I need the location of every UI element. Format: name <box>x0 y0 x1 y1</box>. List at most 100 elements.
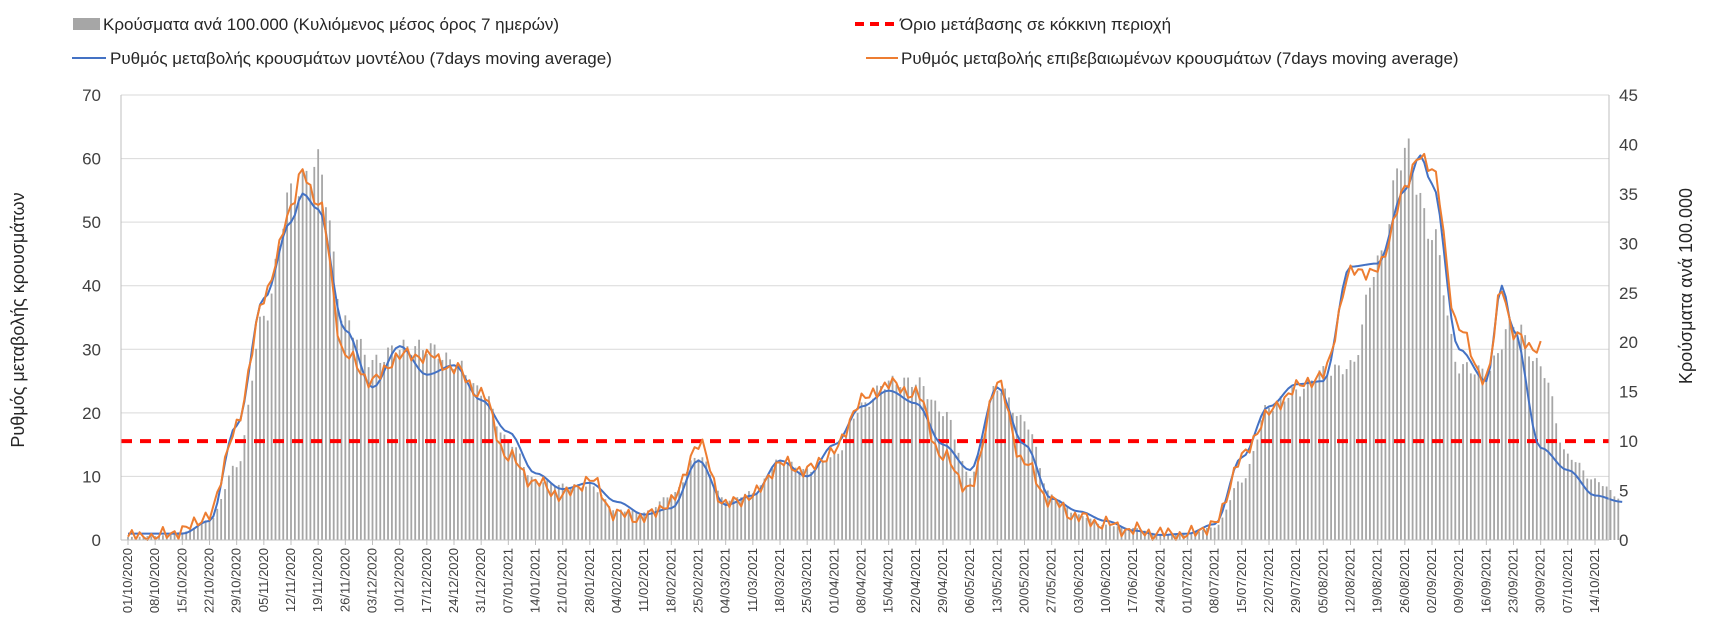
bar <box>1244 478 1247 540</box>
bar <box>1458 373 1461 540</box>
bar <box>216 508 219 540</box>
bar <box>1485 378 1488 540</box>
bar <box>336 298 339 540</box>
bar <box>231 465 234 540</box>
bar <box>554 486 556 540</box>
bar <box>495 426 498 540</box>
bar <box>569 487 572 540</box>
bar <box>282 228 285 540</box>
bar <box>713 484 715 540</box>
bar <box>1566 453 1569 540</box>
x-tick-label: 27/05/2021 <box>1044 548 1059 613</box>
bar <box>1508 317 1511 540</box>
bar <box>1469 373 1472 540</box>
bar <box>1105 524 1107 540</box>
bar <box>1077 514 1080 540</box>
bar <box>1252 451 1255 540</box>
bar <box>387 347 389 540</box>
bar <box>538 483 541 540</box>
bar <box>1011 412 1014 540</box>
bar-series <box>127 138 1620 541</box>
bar <box>1240 482 1243 540</box>
x-tick-label: 08/07/2021 <box>1207 548 1222 613</box>
bar <box>798 471 801 540</box>
bar <box>1062 501 1065 540</box>
bar <box>1299 396 1301 540</box>
x-tick-label: 29/04/2021 <box>935 548 950 613</box>
bar <box>274 258 277 540</box>
bar <box>1108 525 1111 540</box>
bar <box>297 196 300 540</box>
bar <box>138 536 141 540</box>
bar <box>456 363 459 540</box>
bar <box>398 350 401 540</box>
bar <box>127 537 129 540</box>
bar <box>1497 353 1499 540</box>
bar <box>1128 528 1131 540</box>
legend-confirmed-label: Ρυθμός μεταβολής επιβεβαιωμένων κρουσμάτ… <box>901 49 1459 68</box>
y-left-tick-label: 70 <box>82 86 101 105</box>
x-tick-label: 29/10/2020 <box>229 548 244 613</box>
bar <box>825 461 828 540</box>
bar <box>666 497 669 540</box>
bar <box>848 421 851 540</box>
bar <box>1578 462 1581 540</box>
bar <box>934 400 937 540</box>
bar <box>1112 526 1115 540</box>
bar <box>751 493 754 540</box>
bar <box>352 337 354 540</box>
y-left-tick-label: 50 <box>82 213 101 232</box>
bar <box>130 536 133 540</box>
bar <box>1070 512 1072 540</box>
bar <box>658 501 661 540</box>
x-tick-label: 11/02/2021 <box>636 548 651 612</box>
bar <box>926 399 929 540</box>
x-tick-label: 03/06/2021 <box>1071 548 1086 613</box>
bar <box>266 320 269 540</box>
bar <box>697 459 700 540</box>
bar <box>1140 529 1142 540</box>
y-right-tick-label: 10 <box>1619 432 1638 451</box>
bar <box>189 529 191 540</box>
bar <box>720 497 723 540</box>
bar <box>1190 533 1193 540</box>
bar <box>748 491 750 540</box>
bar <box>728 500 731 540</box>
bar <box>169 533 172 540</box>
legend-model-label: Ρυθμός μεταβολής κρουσμάτων μοντέλου (7d… <box>110 49 612 68</box>
x-tick-label: 17/06/2021 <box>1125 548 1140 613</box>
bar <box>464 375 467 540</box>
bar <box>1384 251 1387 540</box>
y-left-tick-label: 20 <box>82 404 101 423</box>
axes <box>120 95 1610 541</box>
bar <box>340 320 343 540</box>
bar <box>220 499 223 540</box>
bar <box>852 418 855 540</box>
bar <box>488 396 490 540</box>
y-right-tick-label: 20 <box>1619 333 1638 352</box>
bar <box>1186 534 1189 540</box>
bar <box>480 395 483 540</box>
bar <box>1046 490 1049 540</box>
x-tick-label: 22/07/2021 <box>1261 548 1276 613</box>
x-tick-label: 15/07/2021 <box>1234 548 1249 613</box>
bar <box>643 512 646 540</box>
bar <box>1268 408 1270 540</box>
bar <box>328 220 331 540</box>
bar <box>437 358 440 540</box>
bar <box>193 527 195 540</box>
bar <box>542 482 545 540</box>
bar <box>1174 533 1177 540</box>
bar <box>1532 361 1534 540</box>
x-tick-label: 10/12/2020 <box>392 548 407 613</box>
bar <box>1155 534 1158 540</box>
bar <box>1334 364 1336 540</box>
bar <box>1000 392 1003 540</box>
bar <box>1178 533 1181 540</box>
bar <box>359 338 362 540</box>
bar <box>1396 168 1398 540</box>
bar <box>371 359 374 540</box>
bar <box>321 174 323 540</box>
bar <box>596 492 599 540</box>
